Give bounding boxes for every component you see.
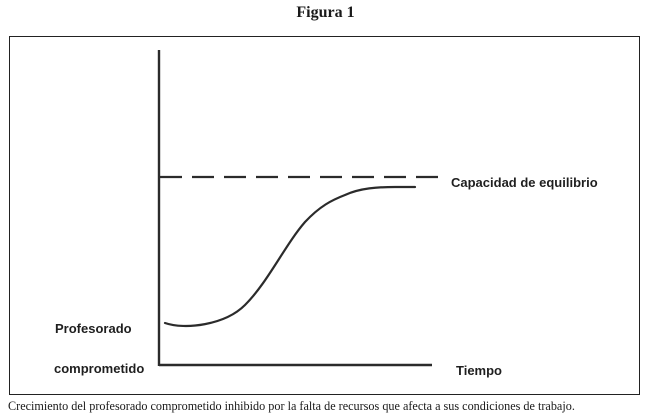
figure-title: Figura 1 (296, 4, 355, 21)
y-axis-label-line2: comprometido (54, 361, 145, 376)
equilibrium-label: Capacidad de equilibrio (451, 175, 598, 190)
figure-caption: Crecimiento del profesorado comprometido… (8, 399, 575, 413)
x-axis-label: Tiempo (456, 363, 502, 378)
y-axis-label-line1: Profesorado (55, 321, 132, 336)
figure-frame (9, 36, 640, 395)
growth-curve (163, 185, 417, 328)
